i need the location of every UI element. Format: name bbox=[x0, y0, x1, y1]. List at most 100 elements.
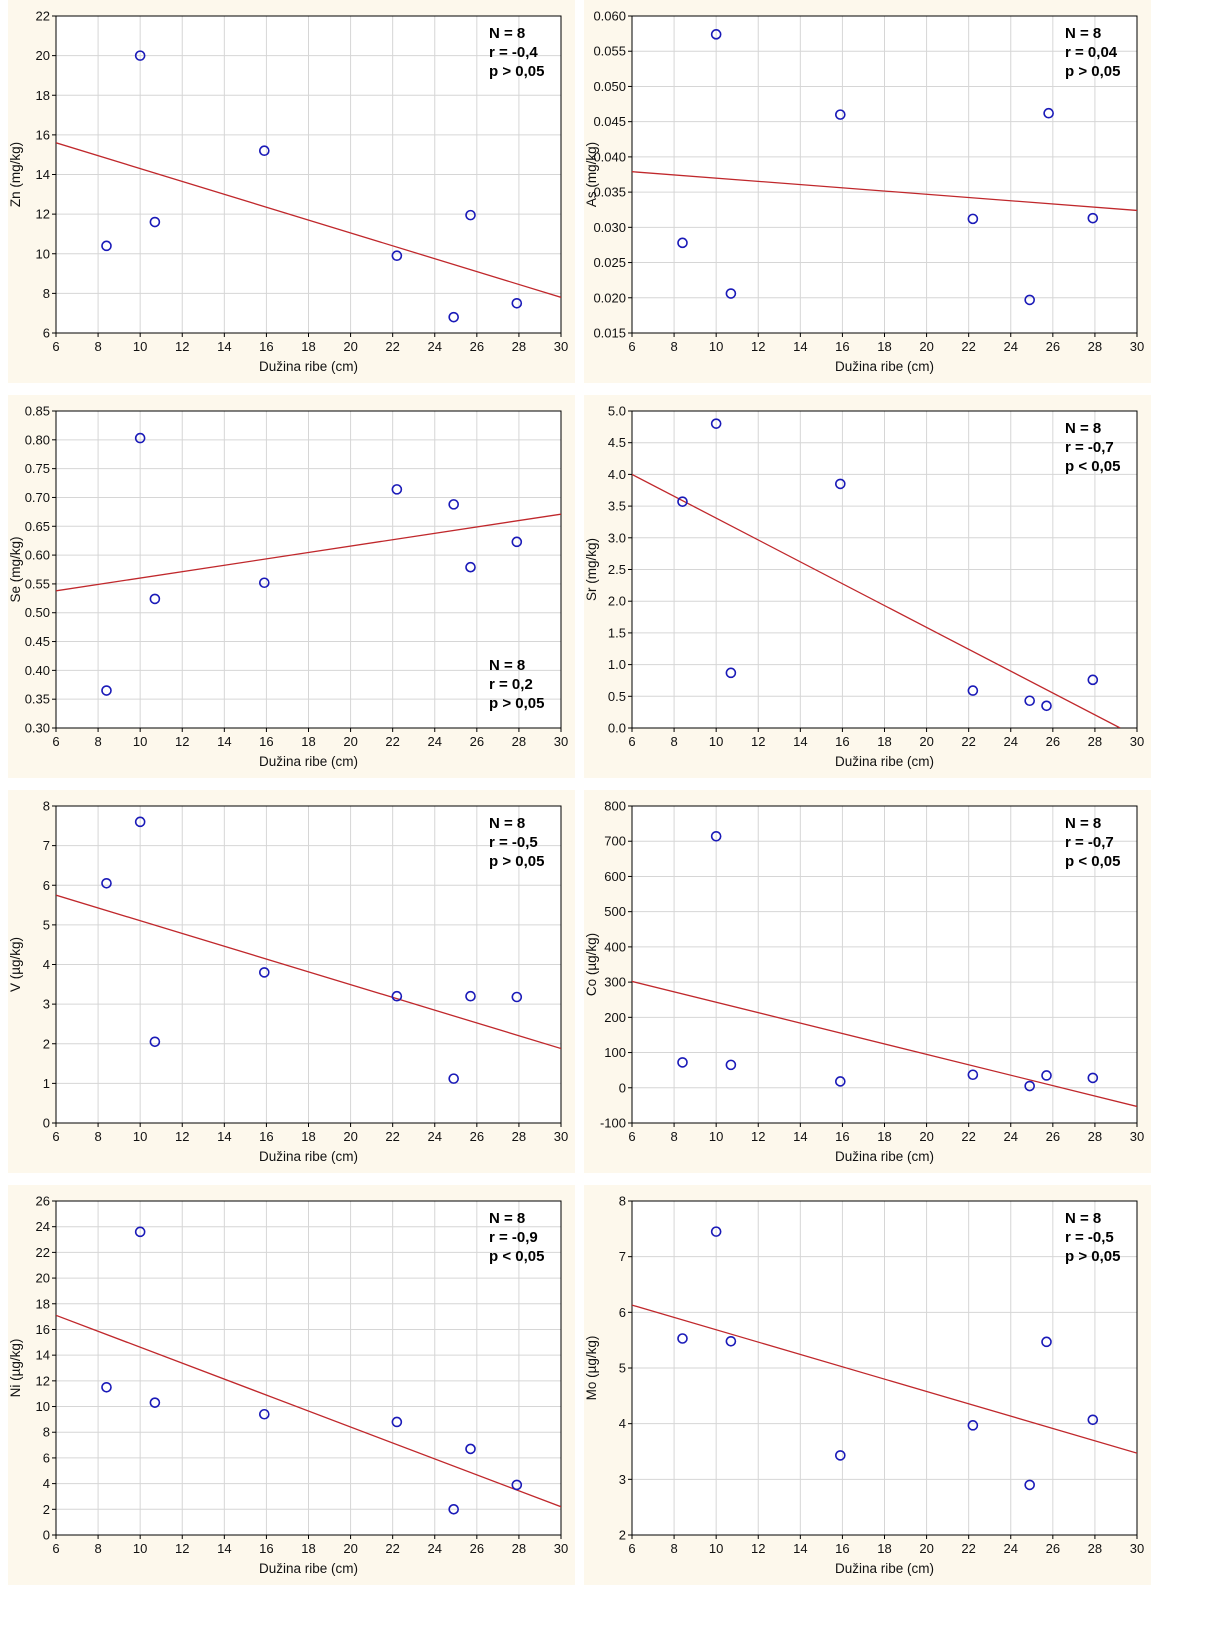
stats-annotation: p > 0,05 bbox=[489, 63, 544, 80]
data-point bbox=[967, 1069, 979, 1081]
scatter-chart: 6 8 10 12 14 16 18 20 22 24 26 28 30 0.30 0.35 0.40 0.45… bbox=[8, 404, 568, 770]
x-tick-label: 30 bbox=[554, 734, 568, 749]
data-point bbox=[710, 1226, 722, 1237]
plot-frame bbox=[631, 410, 1138, 729]
scatter-chart: 6 8 10 12 14 16 18 20 22 24 26 28 30 6 8 10 12 14 16 18 20 22… bbox=[8, 9, 568, 375]
y-tick-label: 3 bbox=[619, 1472, 626, 1487]
x-tick-label: 12 bbox=[175, 1129, 189, 1144]
y-tick-label: 2 bbox=[619, 1528, 626, 1543]
y-tick-label: 7 bbox=[619, 1249, 626, 1264]
x-tick-label: 6 bbox=[52, 734, 59, 749]
y-tick-label: 0.035 bbox=[593, 185, 626, 200]
x-tick-label: 30 bbox=[554, 1541, 568, 1556]
y-tick-label: 6 bbox=[43, 326, 50, 341]
x-tick-label: 20 bbox=[919, 1541, 933, 1556]
y-tick-label: 20 bbox=[36, 1271, 50, 1286]
scatter-chart: 6 8 10 12 14 16 18 20 22 24 26 28 30 2 3 4 5 6 7 8 Dužina ri… bbox=[584, 1194, 1144, 1577]
data-point bbox=[1041, 700, 1052, 712]
x-tick-label: 14 bbox=[793, 1541, 807, 1556]
x-tick-label: 30 bbox=[554, 339, 568, 354]
data-point bbox=[101, 240, 112, 252]
y-tick-label: 10 bbox=[36, 246, 50, 261]
x-tick-label: 6 bbox=[628, 339, 635, 354]
stats-annotation: N = 8 bbox=[1065, 25, 1101, 42]
x-axis-label: Dužina ribe (cm) bbox=[259, 1149, 358, 1164]
x-tick-label: 30 bbox=[554, 1129, 568, 1144]
stats-annotation: p > 0,05 bbox=[489, 853, 544, 870]
stats-annotation: p < 0,05 bbox=[1065, 853, 1120, 870]
y-tick-label: 600 bbox=[604, 869, 626, 884]
regression-line bbox=[56, 894, 561, 1050]
x-tick-label: 26 bbox=[470, 734, 484, 749]
y-tick-label: 0.040 bbox=[593, 149, 626, 164]
stats-annotation: N = 8 bbox=[489, 657, 525, 674]
y-tick-label: 8 bbox=[43, 1425, 50, 1440]
x-tick-label: 16 bbox=[835, 1541, 849, 1556]
x-tick-label: 16 bbox=[259, 339, 273, 354]
data-point bbox=[835, 109, 846, 120]
data-point bbox=[677, 1057, 688, 1068]
y-tick-label: 0.80 bbox=[25, 432, 50, 447]
x-tick-label: 20 bbox=[343, 734, 357, 749]
y-tick-label: 0.060 bbox=[593, 9, 626, 24]
y-tick-label: 12 bbox=[36, 1373, 50, 1388]
data-point bbox=[149, 593, 161, 605]
scatter-chart: 6 8 10 12 14 16 18 20 22 24 26 28 30 0.0 0.5 1.0 1.5 2.0 2… bbox=[584, 404, 1144, 770]
x-tick-label: 10 bbox=[709, 339, 723, 354]
x-tick-label: 24 bbox=[1004, 1129, 1018, 1144]
x-tick-label: 10 bbox=[133, 339, 147, 354]
y-tick-label: 300 bbox=[604, 975, 626, 990]
data-point bbox=[465, 209, 476, 221]
y-tick-label: 16 bbox=[36, 1322, 50, 1337]
x-tick-label: 8 bbox=[670, 1129, 677, 1144]
y-tick-label: 18 bbox=[36, 1296, 50, 1311]
scatter-chart: 6 8 10 12 14 16 18 20 22 24 26 28 30 0.015 0.020 0.025 0… bbox=[584, 9, 1144, 375]
y-tick-label: 800 bbox=[604, 799, 626, 814]
x-tick-label: 30 bbox=[1130, 734, 1144, 749]
y-tick-label: 24 bbox=[36, 1219, 50, 1234]
y-tick-label: 4 bbox=[619, 1416, 626, 1431]
y-tick-label: 8 bbox=[619, 1194, 626, 1209]
x-tick-label: 10 bbox=[133, 734, 147, 749]
x-tick-label: 12 bbox=[751, 1541, 765, 1556]
x-tick-label: 24 bbox=[428, 1541, 442, 1556]
x-tick-label: 24 bbox=[428, 734, 442, 749]
x-tick-label: 18 bbox=[301, 339, 315, 354]
y-tick-label: 3 bbox=[43, 997, 50, 1012]
y-tick-label: 0.85 bbox=[25, 404, 50, 419]
y-tick-label: 4 bbox=[43, 957, 50, 972]
data-point bbox=[511, 991, 523, 1003]
co-chart-panel: 6 8 10 12 14 16 18 20 22 24 26 28 30 -100 0 100 200 300 40… bbox=[584, 790, 1151, 1173]
x-tick-label: 8 bbox=[670, 1541, 677, 1556]
data-point bbox=[725, 1335, 737, 1347]
stats-annotation: N = 8 bbox=[489, 815, 525, 832]
stats-annotation: r = -0,5 bbox=[489, 834, 538, 851]
data-point bbox=[725, 667, 737, 679]
data-point bbox=[511, 1479, 523, 1491]
x-tick-label: 26 bbox=[1046, 1129, 1060, 1144]
data-point bbox=[677, 237, 688, 249]
x-tick-label: 30 bbox=[1130, 1541, 1144, 1556]
y-tick-label: 0.50 bbox=[25, 605, 50, 620]
x-axis-label: Dužina ribe (cm) bbox=[259, 754, 358, 769]
y-tick-label: -100 bbox=[600, 1116, 626, 1131]
x-tick-label: 8 bbox=[94, 734, 101, 749]
y-tick-label: 0.0 bbox=[608, 721, 626, 736]
data-point bbox=[725, 1059, 737, 1071]
data-point bbox=[1087, 1414, 1099, 1426]
data-point bbox=[134, 50, 146, 61]
x-tick-label: 26 bbox=[1046, 339, 1060, 354]
data-point bbox=[448, 311, 459, 323]
x-tick-label: 22 bbox=[961, 1129, 975, 1144]
x-tick-label: 6 bbox=[628, 1541, 635, 1556]
x-tick-label: 14 bbox=[793, 1129, 807, 1144]
x-tick-label: 18 bbox=[877, 1541, 891, 1556]
plot-frame bbox=[55, 410, 562, 729]
x-axis-label: Dužina ribe (cm) bbox=[835, 1561, 934, 1576]
x-tick-label: 26 bbox=[470, 1129, 484, 1144]
data-point bbox=[465, 990, 476, 1002]
x-tick-label: 16 bbox=[259, 1541, 273, 1556]
sr-chart-panel: 6 8 10 12 14 16 18 20 22 24 26 28 30 0.0 0.5 1.0 1.5 2.0 2… bbox=[584, 395, 1151, 778]
data-point bbox=[1041, 1070, 1052, 1081]
y-tick-label: 1.5 bbox=[608, 625, 626, 640]
